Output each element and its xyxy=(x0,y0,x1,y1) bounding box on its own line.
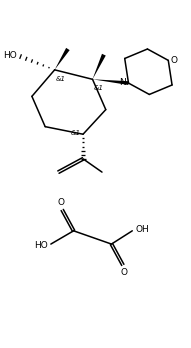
Text: &1: &1 xyxy=(56,76,66,81)
Text: O: O xyxy=(171,56,178,65)
Text: HO: HO xyxy=(34,240,48,250)
Text: N: N xyxy=(120,78,126,87)
Polygon shape xyxy=(55,48,70,70)
Text: O: O xyxy=(58,198,65,207)
Text: &1: &1 xyxy=(94,85,104,91)
Text: HO: HO xyxy=(3,51,17,60)
Text: O: O xyxy=(120,268,127,277)
Polygon shape xyxy=(92,79,129,85)
Polygon shape xyxy=(92,54,106,79)
Text: OH: OH xyxy=(135,226,149,234)
Text: &1: &1 xyxy=(71,130,81,136)
